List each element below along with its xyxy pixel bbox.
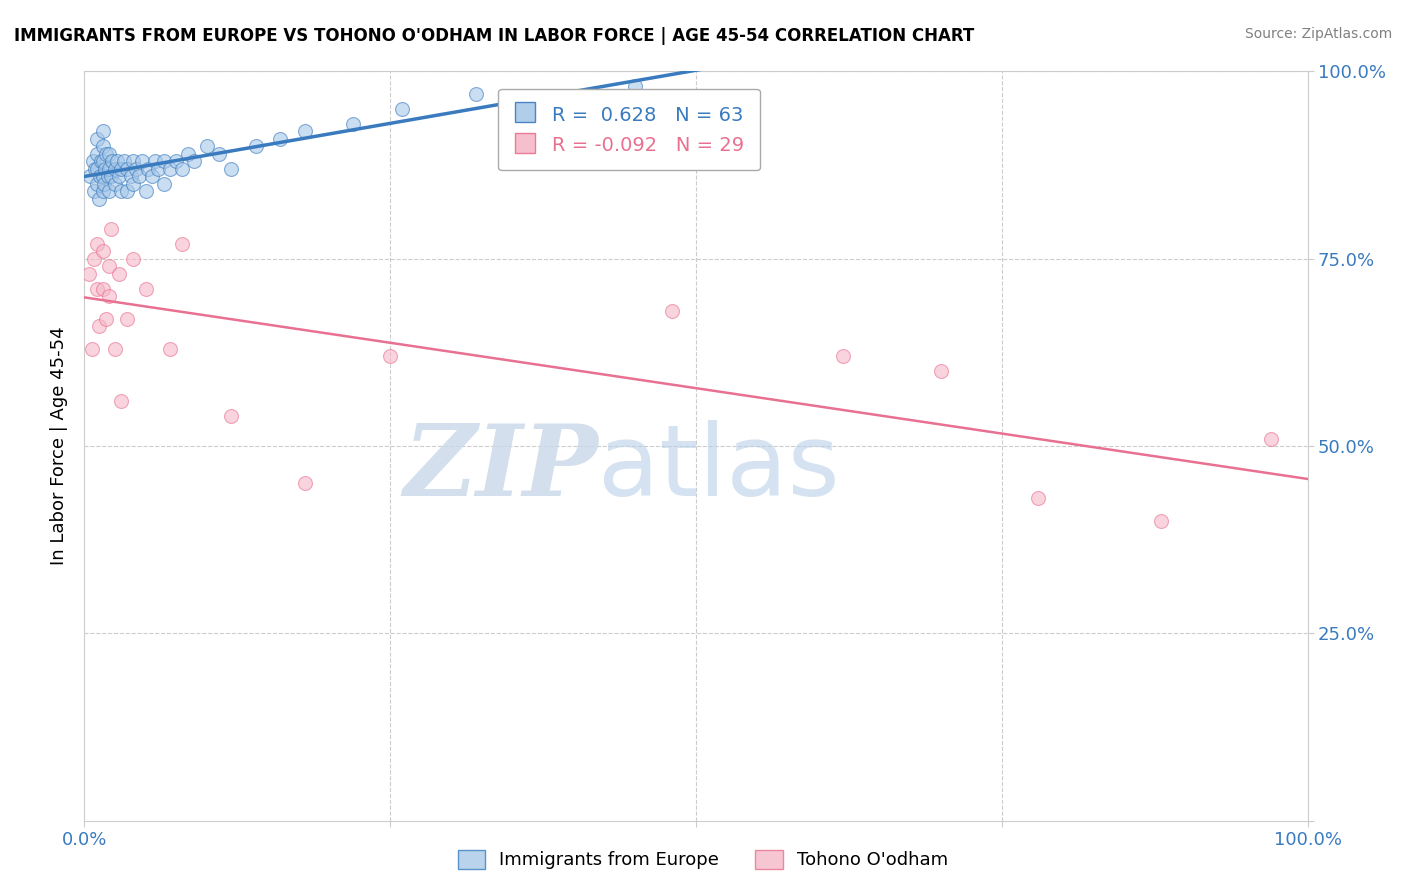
- Point: [464, 87, 486, 101]
- Point: [97, 184, 120, 198]
- Point: [89, 169, 111, 184]
- Point: [86, 132, 108, 146]
- Point: [86, 146, 108, 161]
- Point: [624, 79, 647, 94]
- Point: [929, 364, 952, 378]
- Point: [86, 236, 108, 251]
- Point: [294, 124, 316, 138]
- Point: [83, 252, 105, 266]
- Point: [96, 146, 118, 161]
- Point: [380, 349, 402, 363]
- Point: [100, 169, 122, 184]
- Point: [94, 161, 117, 176]
- Point: [208, 146, 231, 161]
- Point: [91, 139, 114, 153]
- Point: [183, 154, 205, 169]
- Point: [146, 161, 169, 176]
- Point: [143, 154, 166, 169]
- Point: [115, 161, 138, 176]
- Y-axis label: In Labor Force | Age 45-54: In Labor Force | Age 45-54: [49, 326, 67, 566]
- Point: [107, 169, 129, 184]
- Point: [538, 95, 561, 109]
- Point: [128, 169, 150, 184]
- Point: [177, 146, 200, 161]
- Point: [91, 282, 114, 296]
- Point: [83, 184, 105, 198]
- Point: [122, 177, 145, 191]
- Point: [1260, 432, 1282, 446]
- Point: [96, 311, 118, 326]
- Point: [831, 349, 853, 363]
- Point: [122, 154, 145, 169]
- Point: [77, 267, 100, 281]
- Point: [110, 161, 132, 176]
- Point: [135, 282, 157, 296]
- Point: [135, 184, 157, 198]
- Point: [219, 161, 242, 176]
- Point: [104, 161, 127, 176]
- Point: [122, 252, 145, 266]
- Point: [104, 342, 127, 356]
- Point: [97, 146, 120, 161]
- Point: [104, 177, 127, 191]
- Point: [159, 161, 181, 176]
- Point: [107, 267, 129, 281]
- Point: [219, 409, 242, 423]
- Text: ZIP: ZIP: [404, 420, 598, 516]
- Point: [294, 476, 316, 491]
- Point: [84, 161, 107, 176]
- Legend: Immigrants from Europe, Tohono O'odham: Immigrants from Europe, Tohono O'odham: [449, 841, 957, 879]
- Point: [112, 154, 135, 169]
- Text: Source: ZipAtlas.com: Source: ZipAtlas.com: [1244, 27, 1392, 41]
- Point: [165, 154, 187, 169]
- Point: [172, 236, 194, 251]
- Point: [159, 342, 181, 356]
- Point: [115, 311, 138, 326]
- Point: [97, 169, 120, 184]
- Point: [195, 139, 218, 153]
- Point: [82, 154, 104, 169]
- Point: [136, 161, 159, 176]
- Point: [91, 154, 114, 169]
- Legend: R =  0.628   N = 63, R = -0.092   N = 29: R = 0.628 N = 63, R = -0.092 N = 29: [498, 88, 759, 170]
- Point: [245, 139, 267, 153]
- Point: [1028, 491, 1050, 506]
- Point: [105, 154, 128, 169]
- Point: [91, 169, 114, 184]
- Point: [80, 342, 103, 356]
- Point: [97, 259, 120, 273]
- Point: [79, 169, 101, 184]
- Point: [97, 289, 120, 303]
- Point: [153, 177, 176, 191]
- Point: [86, 177, 108, 191]
- Point: [110, 394, 132, 409]
- Text: IMMIGRANTS FROM EUROPE VS TOHONO O'ODHAM IN LABOR FORCE | AGE 45-54 CORRELATION : IMMIGRANTS FROM EUROPE VS TOHONO O'ODHAM…: [14, 27, 974, 45]
- Point: [93, 177, 115, 191]
- Text: atlas: atlas: [598, 420, 839, 517]
- Point: [342, 117, 364, 131]
- Point: [153, 154, 176, 169]
- Point: [91, 184, 114, 198]
- Point: [91, 244, 114, 259]
- Point: [87, 319, 110, 334]
- Point: [87, 192, 110, 206]
- Point: [101, 154, 124, 169]
- Point: [110, 184, 132, 198]
- Point: [1150, 514, 1173, 528]
- Point: [661, 304, 683, 318]
- Point: [86, 161, 108, 176]
- Point: [97, 161, 120, 176]
- Point: [86, 282, 108, 296]
- Point: [141, 169, 163, 184]
- Point: [100, 221, 122, 235]
- Point: [115, 184, 138, 198]
- Point: [172, 161, 194, 176]
- Point: [391, 102, 413, 116]
- Point: [269, 132, 291, 146]
- Point: [91, 124, 114, 138]
- Point: [125, 161, 148, 176]
- Point: [131, 154, 153, 169]
- Point: [90, 154, 112, 169]
- Point: [120, 169, 142, 184]
